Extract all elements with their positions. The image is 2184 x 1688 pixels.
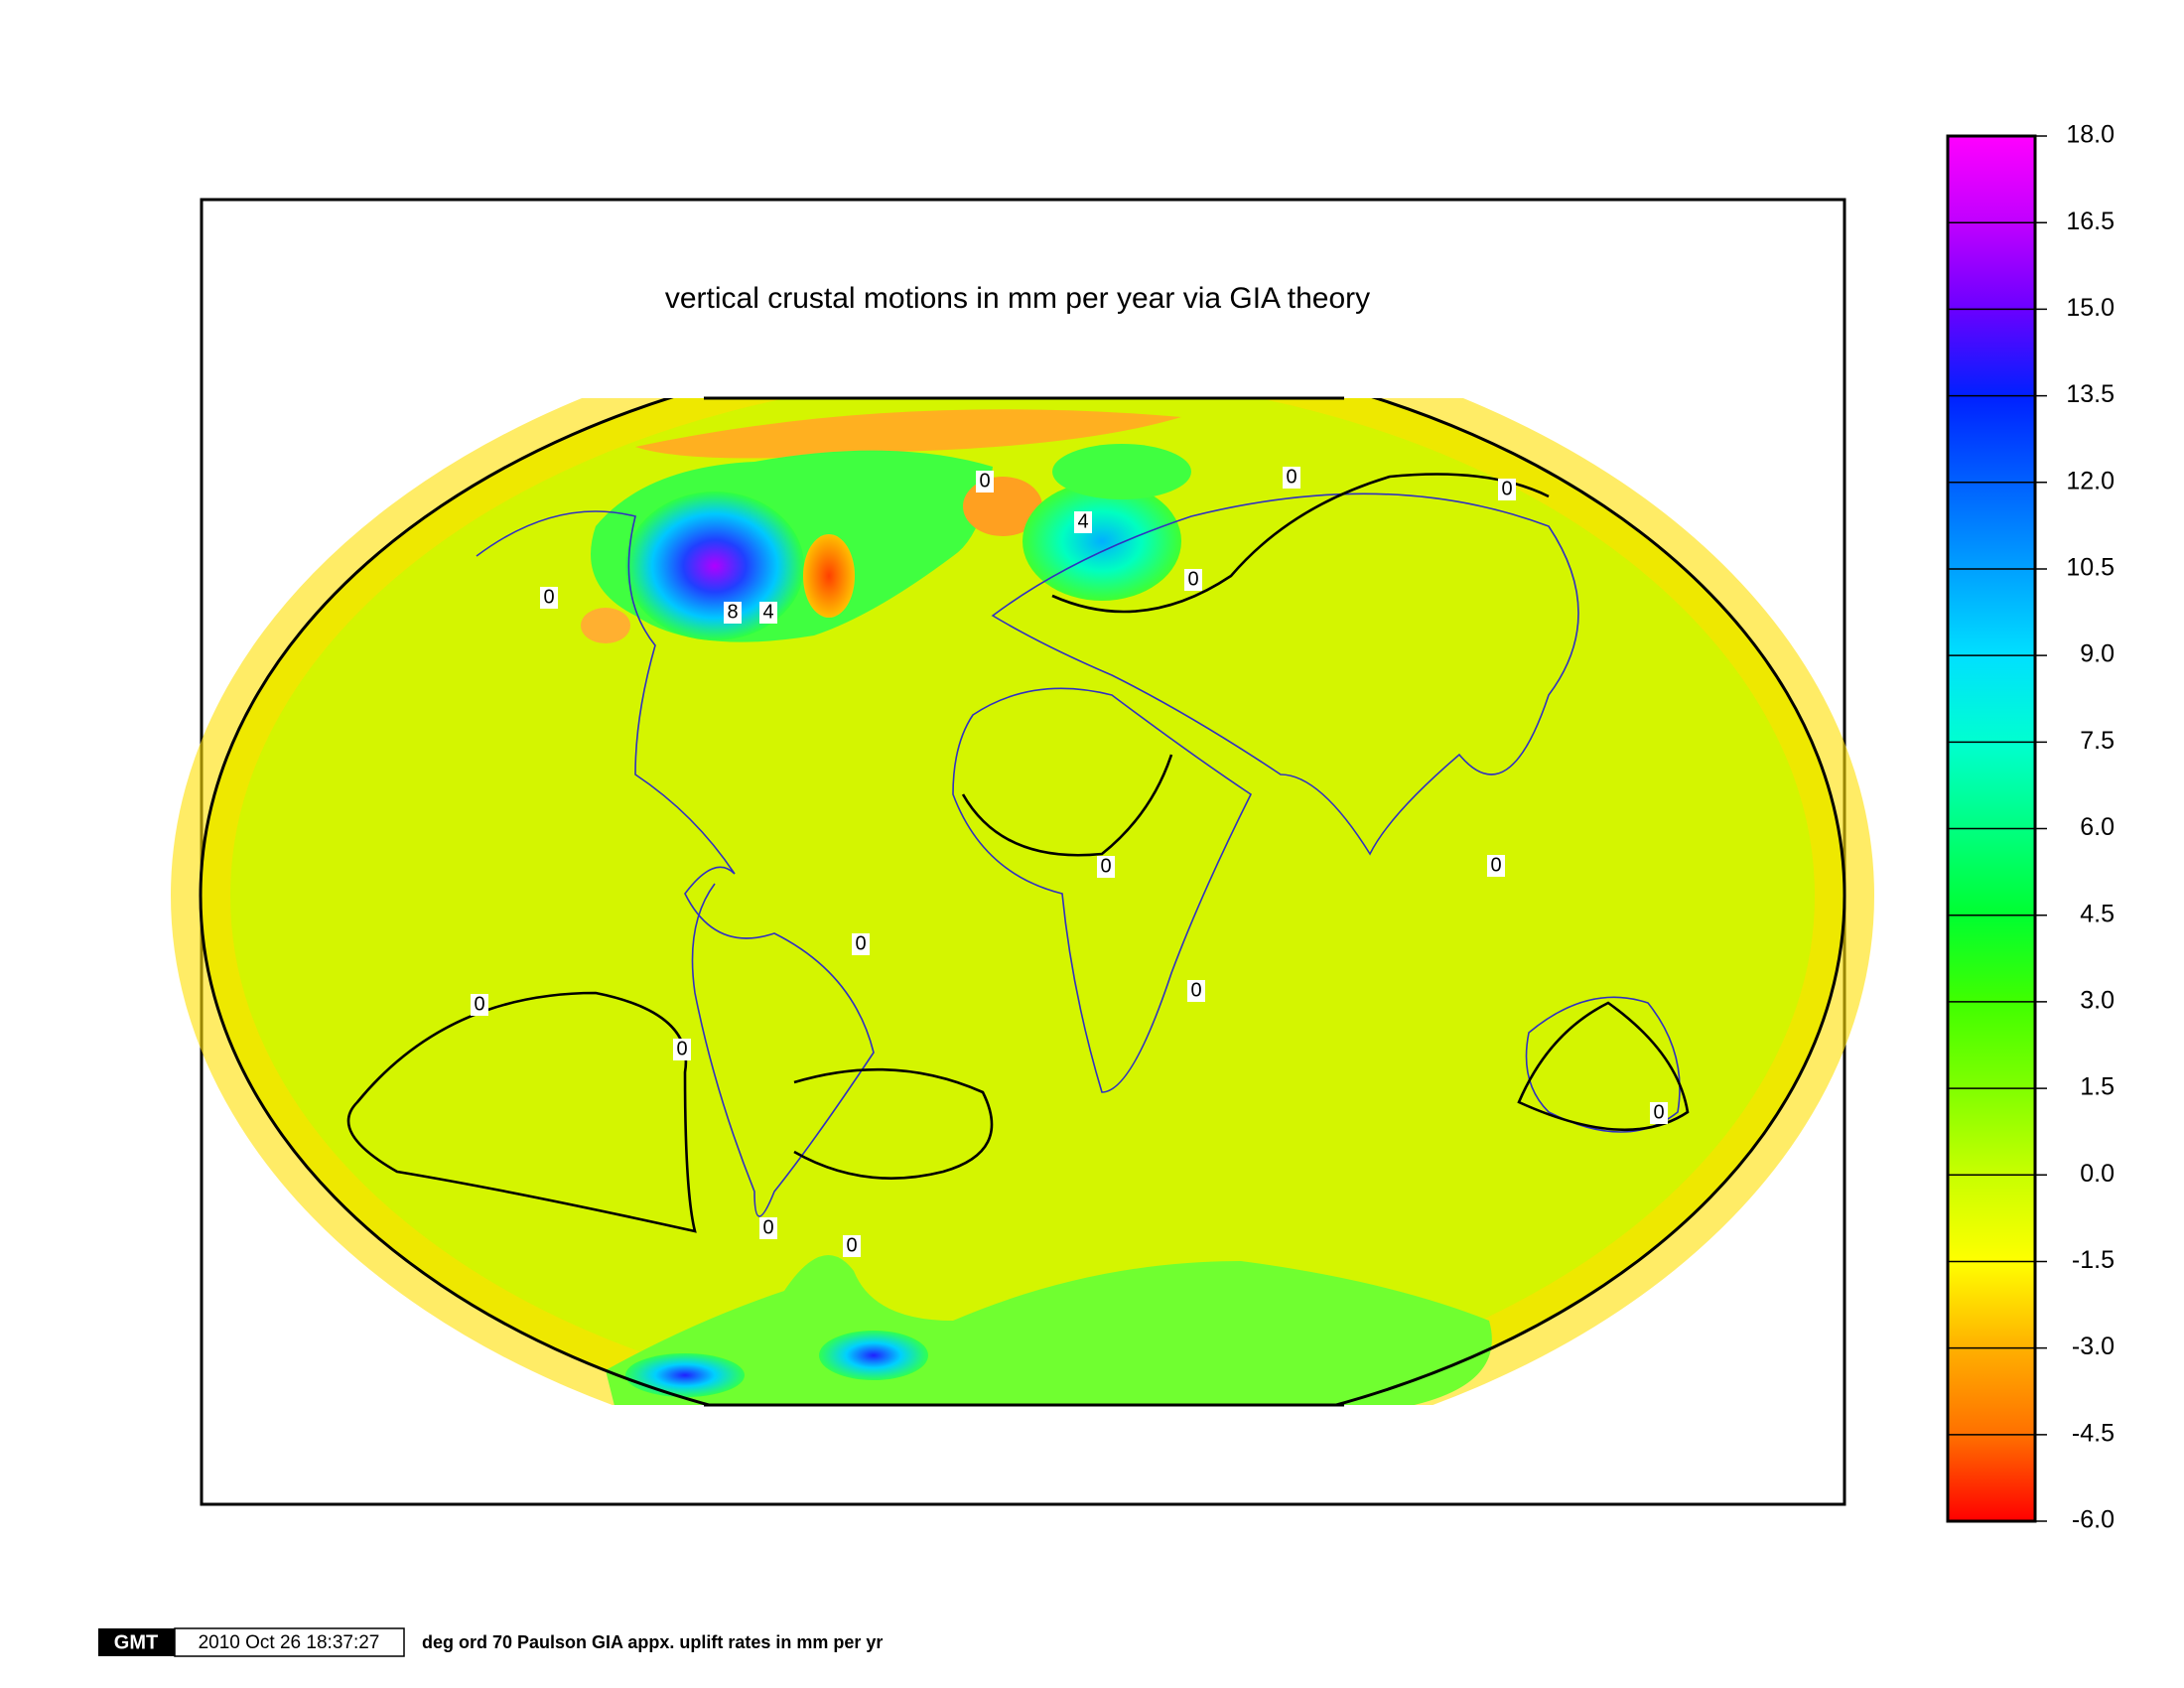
contour-label-bg <box>976 471 994 492</box>
scandinavia-uplift <box>1023 482 1181 601</box>
americas-coast <box>476 510 875 1217</box>
contour-label: 0 <box>474 993 484 1015</box>
contour-label: 0 <box>846 1234 857 1256</box>
colorbar-segment <box>1948 1261 2035 1348</box>
colorbar-tick-label: 4.5 <box>2080 900 2115 927</box>
contour-label: 0 <box>1286 466 1297 488</box>
contour-label: 0 <box>1501 478 1512 499</box>
greenland-low <box>803 534 855 618</box>
colorbar-tick-label: -6.0 <box>2072 1506 2115 1534</box>
timestamp: 2010 Oct 26 18:37:27 <box>199 1632 380 1653</box>
colorbar-segment <box>1948 1347 2035 1435</box>
gmt-logo <box>98 1628 175 1656</box>
contour-label: 0 <box>1653 1101 1664 1123</box>
colorbar-tick-label: 7.5 <box>2080 727 2115 755</box>
contour-label: 4 <box>762 601 773 623</box>
contour-label: 0 <box>1187 568 1198 590</box>
colorbar-tick-label: -4.5 <box>2072 1419 2115 1447</box>
map-border <box>199 398 1846 1405</box>
contour-label: 0 <box>979 470 990 492</box>
timestamp-box <box>174 1627 405 1657</box>
colorbar-tick-label: -3.0 <box>2072 1333 2115 1360</box>
colorbar-tick-label: 1.5 <box>2080 1073 2115 1101</box>
contour-label: 0 <box>676 1038 687 1059</box>
colorbar-tick-label: 16.5 <box>2066 208 2115 235</box>
contour-label: 0 <box>855 932 866 954</box>
contour-label-bg <box>1650 1102 1668 1124</box>
colorbar-segment <box>1948 1434 2035 1521</box>
barents-uplift <box>1052 444 1191 499</box>
contour-label-bg <box>852 933 870 955</box>
colorbar-segment <box>1948 1175 2035 1262</box>
contour-label-bg <box>471 994 488 1016</box>
colorbar-segment <box>1948 482 2035 569</box>
contour-labels: 0 0 0 0 0 0 0 0 0 0 0 0 0 0 8 4 4 <box>471 466 1668 1257</box>
us-low <box>581 608 630 643</box>
contour-label-bg <box>1498 479 1516 500</box>
contour-label: 4 <box>1077 510 1088 532</box>
colorbar-tick-label: 10.5 <box>2066 554 2115 582</box>
contour-label-bg <box>759 602 777 624</box>
ross-uplift <box>625 1353 745 1397</box>
contour-label-bg <box>1283 467 1300 489</box>
australia-coast <box>1525 996 1681 1133</box>
colorbar-tick-label: 13.5 <box>2066 380 2115 408</box>
contour-label-bg <box>673 1039 691 1060</box>
colorbar-tick-label: 15.0 <box>2066 294 2115 322</box>
map <box>171 398 1874 1405</box>
colorbar-segment <box>1948 136 2035 223</box>
contour-label-bg <box>1187 980 1205 1002</box>
contour-label: 0 <box>1490 854 1501 876</box>
pacific-contour <box>346 991 697 1233</box>
contour-label: 0 <box>1100 855 1111 877</box>
map-title: vertical crustal motions in mm per year … <box>665 282 1370 315</box>
eurasia-coast <box>991 492 1579 856</box>
contour-label-bg <box>1184 569 1202 591</box>
contour-label: 0 <box>762 1216 773 1238</box>
africa-coast <box>952 687 1253 1093</box>
colorbar-tick-label: 6.0 <box>2080 813 2115 841</box>
colorbar-tick-label: 9.0 <box>2080 640 2115 668</box>
caption: deg ord 70 Paulson GIA appx. uplift rate… <box>422 1632 883 1652</box>
australia-contour <box>1517 1001 1690 1132</box>
contour-label-bg <box>1097 856 1115 878</box>
colorbar-segment <box>1948 395 2035 483</box>
contour-label-bg <box>843 1235 861 1257</box>
contour-label-bg <box>759 1217 777 1239</box>
atlantic-contour <box>793 1067 994 1180</box>
colorbar-segment <box>1948 309 2035 396</box>
contour-label: 0 <box>1190 979 1201 1001</box>
contour-label-bg <box>540 587 558 609</box>
colorbar: 18.0 16.5 15.0 13.5 12.0 10.5 9.0 7.5 6.0 4.5 3.0 1… <box>1946 121 2115 1534</box>
colorbar-tick-label: 0.0 <box>2080 1160 2115 1188</box>
colorbar-segment <box>1948 1001 2035 1089</box>
map-background <box>201 398 1844 1405</box>
eurasia-contour <box>1051 473 1550 614</box>
contour-label: 8 <box>727 601 738 623</box>
colorbar-segment <box>1948 1088 2035 1176</box>
gmt-logo-text: GMT <box>114 1631 158 1653</box>
arctic-low <box>635 409 1181 459</box>
colorbar-segment <box>1948 222 2035 310</box>
colorbar-tick-label: 18.0 <box>2066 121 2115 149</box>
colorbar-segment <box>1948 568 2035 656</box>
colorbar-segment <box>1948 828 2035 915</box>
colorbar-segment <box>1948 914 2035 1002</box>
weddell-uplift <box>819 1331 928 1380</box>
contour-label-bg <box>724 602 742 624</box>
colorbar-segment <box>1948 742 2035 829</box>
africa-contour <box>961 754 1173 857</box>
colorbar-segment <box>1948 655 2035 743</box>
contour-label-bg <box>1074 511 1092 533</box>
contour-label: 0 <box>543 586 554 608</box>
colorbar-tick-label: -1.5 <box>2072 1246 2115 1274</box>
contour-label-bg <box>1487 855 1505 877</box>
colorbar-tick-label: 3.0 <box>2080 986 2115 1014</box>
colorbar-tick-label: 12.0 <box>2066 467 2115 494</box>
